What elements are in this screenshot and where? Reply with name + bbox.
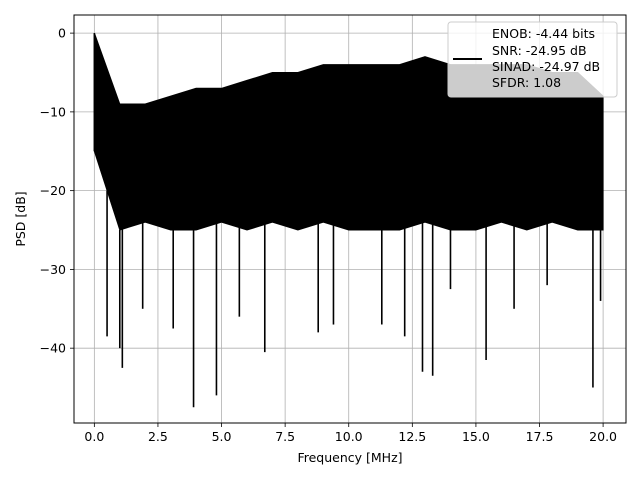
x-tick-label: 17.5 [526, 429, 554, 444]
x-axis-label: Frequency [MHz] [297, 450, 402, 465]
x-tick-label: 7.5 [275, 429, 295, 444]
x-tick-label: 15.0 [462, 429, 490, 444]
y-tick-label: −20 [40, 183, 66, 198]
legend-entry-snr: SNR: -24.95 dB [492, 43, 587, 58]
y-tick-label: 0 [58, 26, 66, 41]
x-tick-label: 0.0 [84, 429, 104, 444]
y-axis-ticks: 0 −10 −20 −30 −40 [40, 26, 74, 356]
legend-entry-enob: ENOB: -4.44 bits [492, 26, 595, 41]
y-tick-label: −10 [40, 104, 66, 119]
x-tick-label: 20.0 [589, 429, 617, 444]
y-tick-label: −40 [40, 341, 66, 356]
x-tick-label: 10.0 [335, 429, 363, 444]
x-tick-label: 5.0 [212, 429, 232, 444]
x-tick-label: 2.5 [148, 429, 168, 444]
psd-spikes [93, 33, 602, 408]
x-tick-label: 12.5 [398, 429, 426, 444]
legend-entry-sfdr: SFDR: 1.08 [492, 75, 561, 90]
y-axis-label: PSD [dB] [13, 191, 28, 246]
plot-area-frame [73, 14, 627, 424]
x-axis-ticks: 0.0 2.5 5.0 7.5 10.0 12.5 15.0 17.5 20.0 [84, 423, 617, 444]
legend-box [447, 21, 618, 98]
y-tick-label: −30 [40, 262, 66, 277]
legend: ENOB: -4.44 bits SNR: -24.95 dB SINAD: -… [447, 21, 618, 98]
legend-entry-sinad: SINAD: -24.97 dB [492, 59, 600, 74]
